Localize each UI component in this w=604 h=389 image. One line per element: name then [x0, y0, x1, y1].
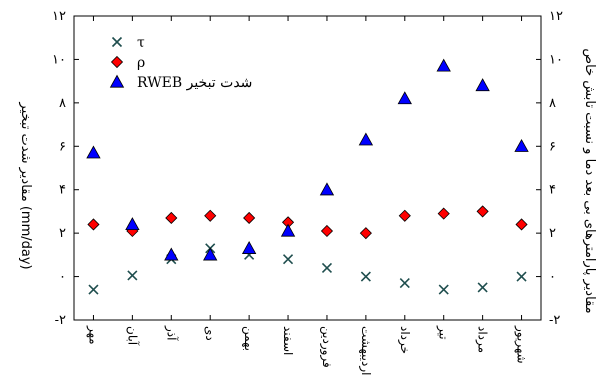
- y-tick-label-right: ۰: [549, 270, 556, 285]
- x-tick-label: آذر: [163, 325, 179, 341]
- rweb-point: [514, 138, 529, 152]
- x-tick-label: آبان: [125, 326, 140, 346]
- y-tick-label-right: ۶: [549, 139, 556, 154]
- rho-point: [204, 209, 217, 222]
- tau-point: [438, 284, 449, 295]
- tau-point: [399, 278, 410, 289]
- x-tick-label: فروردین: [319, 326, 334, 368]
- y-axis-label-right: مقادیر پارامترهای بی بعد دما و نسبت تابش…: [582, 48, 597, 313]
- rho-point: [359, 227, 372, 240]
- rweb-point: [280, 223, 296, 237]
- rho-point: [165, 211, 178, 225]
- tau-point: [477, 282, 488, 293]
- y-tick-label-right: ۸: [549, 96, 556, 111]
- rweb-point: [241, 241, 257, 254]
- rho-point: [398, 209, 411, 222]
- rweb-point: [475, 78, 490, 92]
- tau-point: [127, 270, 138, 281]
- x-tick-label: دی: [203, 326, 217, 341]
- x-tick-label: مرداد: [475, 326, 490, 353]
- y-tick-label-right: ۴: [549, 183, 556, 198]
- y-tick-label-left: ۶: [59, 139, 66, 154]
- rho-point: [87, 218, 100, 231]
- plot-frame: [73, 15, 542, 321]
- data-marks: [86, 58, 529, 295]
- legend: τρ RWEB شدت تبخیر: [109, 35, 252, 91]
- y-tick-label-left: ۱۰: [52, 52, 66, 67]
- category-ticks: مهر آبان آذر دی بهمن اسفند فروردین اردیبهشت خردا…: [85, 16, 529, 375]
- rweb-point: [125, 217, 140, 231]
- y-tick-label-left: ۴: [59, 183, 66, 198]
- y-tick-label-left: ۰: [59, 270, 66, 285]
- y-tick-label-left: ۸: [59, 96, 66, 111]
- rweb-point: [319, 182, 335, 196]
- x-tick-label: خرداد: [397, 326, 412, 354]
- rweb-point: [436, 58, 451, 72]
- x-tick-label: اردیبهشت: [358, 326, 373, 375]
- rweb-point: [358, 132, 374, 146]
- x-tick-label: تیر: [436, 325, 451, 340]
- legend-rweb-marker: [109, 74, 125, 88]
- y-tick-label-right: ۱۰: [549, 52, 563, 67]
- x-tick-label: شهریور: [514, 325, 529, 364]
- legend-rho-marker: [110, 55, 124, 69]
- y-tick-label-right: ۱۲: [549, 9, 563, 24]
- rho-point: [243, 211, 256, 225]
- y-tick-label-left: ۱۲: [52, 9, 66, 24]
- rweb-point: [164, 247, 179, 261]
- rho-point: [515, 218, 528, 231]
- rweb-point: [203, 247, 218, 261]
- y-tick-label-left: ۲: [59, 226, 66, 241]
- right-ticks: -۲ ۰ ۲ ۴ ۶ ۸ ۱۰ ۱۲: [536, 9, 563, 328]
- legend-tau-label: τ: [137, 35, 145, 51]
- tau-point: [321, 262, 333, 273]
- x-tick-label: اسفند: [281, 326, 295, 355]
- legend-rho-label: ρ: [137, 55, 145, 71]
- x-tick-label: مهر: [85, 325, 100, 345]
- left-ticks: -۲ ۰ ۲ ۴ ۶ ۸ ۱۰ ۱۲: [52, 9, 79, 328]
- y-tick-label-right: -۲: [549, 313, 560, 328]
- tau-point: [516, 271, 527, 282]
- rweb-point: [397, 91, 412, 105]
- rho-point: [320, 224, 334, 238]
- tau-point: [282, 254, 294, 265]
- y-tick-label-right: ۲: [549, 226, 556, 241]
- legend-tau-marker: [111, 36, 123, 48]
- plot-border: [73, 15, 542, 321]
- y-axis-label-left: مقادیر شدت تبخیر (mm/day): [18, 101, 33, 269]
- x-tick-label: بهمن: [241, 326, 256, 351]
- rho-point: [476, 205, 489, 218]
- rweb-point: [86, 145, 101, 159]
- tau-point: [88, 284, 99, 295]
- legend-rweb-label: RWEB شدت تبخیر: [137, 75, 252, 91]
- rho-point: [437, 207, 450, 220]
- y-tick-label-left: -۲: [55, 313, 66, 328]
- tau-point: [360, 271, 371, 282]
